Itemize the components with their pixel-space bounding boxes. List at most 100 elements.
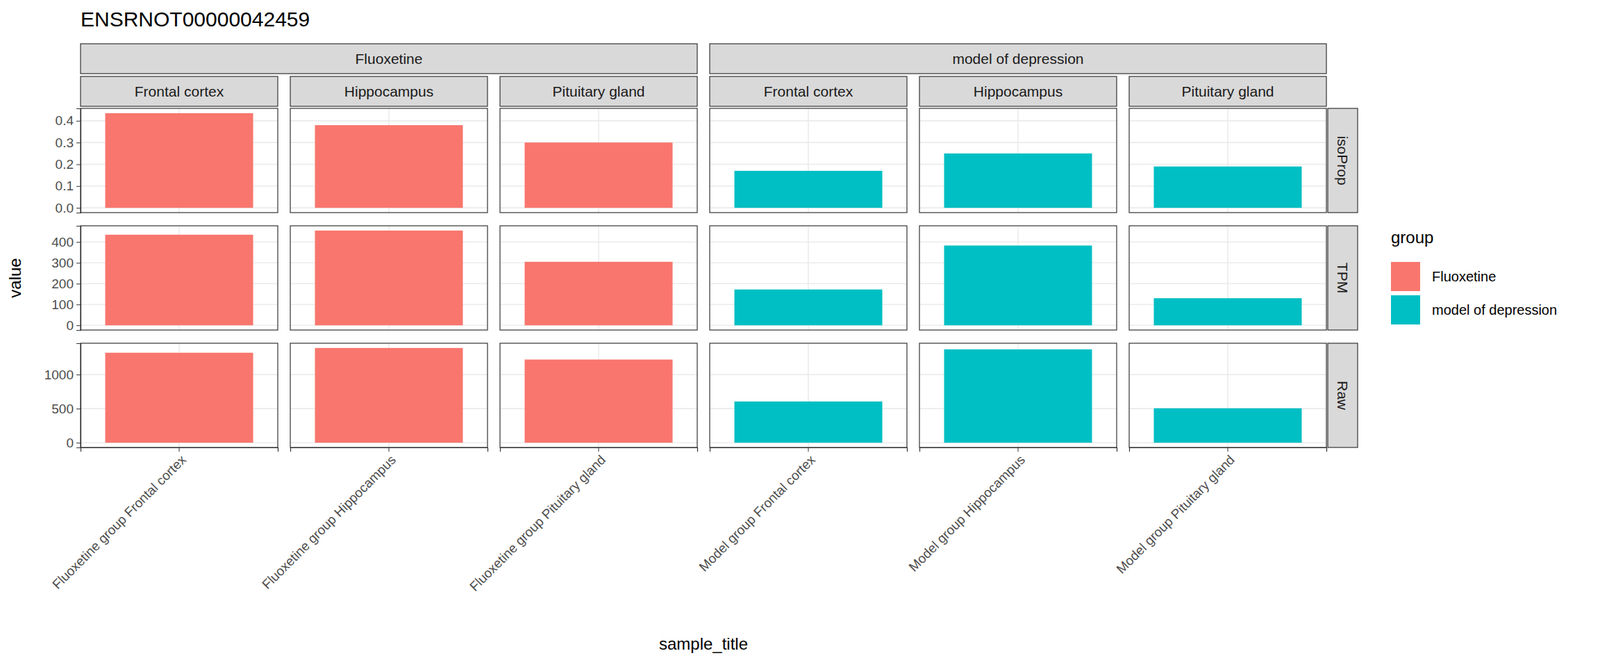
bar <box>944 153 1093 208</box>
panel <box>500 225 698 330</box>
panel-border <box>290 343 488 448</box>
y-tick: 100 <box>51 297 81 312</box>
bars <box>734 170 883 208</box>
x-axis: Model group Frontal cortex <box>696 447 908 574</box>
x-tick: Model group Pituitary gland <box>1113 447 1238 576</box>
x-tick-label: Model group Frontal cortex <box>696 452 819 575</box>
x-tick-label: Fluoxetine group Frontal cortex <box>49 452 189 592</box>
bar <box>525 261 673 325</box>
panel-border <box>80 343 278 448</box>
y-tick: 500 <box>51 401 81 416</box>
x-tick-mark <box>598 447 600 452</box>
panel-background <box>290 108 488 213</box>
y-tick-mark <box>76 207 81 209</box>
panel <box>919 108 1117 213</box>
panel-background <box>1129 343 1327 448</box>
panel-background <box>500 225 698 330</box>
strip-panel-label: Frontal cortex <box>763 83 854 100</box>
panel-border <box>500 225 698 330</box>
x-tick-label: Fluoxetine group Pituitary gland <box>466 452 609 594</box>
panel-background <box>80 108 278 213</box>
x-axis: Fluoxetine group Frontal cortex <box>49 447 278 592</box>
panel-border <box>1129 108 1327 213</box>
bar <box>1154 297 1303 325</box>
panel-border <box>1129 225 1327 330</box>
strip-panel <box>80 76 278 107</box>
legend-label: Fluoxetine <box>1431 268 1496 285</box>
chart: ENSRNOT00000042459Fluoxetinemodel of dep… <box>0 0 1600 667</box>
y-tick-mark <box>76 408 81 410</box>
y-tick-mark <box>76 283 81 285</box>
y-tick-mark <box>76 186 81 187</box>
y-tick: 300 <box>51 255 81 271</box>
bar <box>105 113 254 208</box>
strip-panel-label: Hippocampus <box>973 83 1063 100</box>
panel-background <box>80 225 278 330</box>
y-tick-label: 200 <box>51 276 74 291</box>
y-tick: 0 <box>65 318 81 333</box>
bar <box>315 230 464 325</box>
y-tick-label: 100 <box>51 297 74 312</box>
y-tick-mark <box>76 241 81 243</box>
panel-background <box>709 108 907 213</box>
x-axis: Model group Hippocampus <box>906 447 1118 574</box>
bars <box>105 113 254 208</box>
bar <box>315 347 464 443</box>
legend-key <box>1390 261 1421 291</box>
bars <box>944 153 1093 208</box>
panel-border <box>1129 343 1327 448</box>
panel-background <box>919 343 1117 448</box>
bar <box>734 289 883 326</box>
panel-background <box>709 225 907 330</box>
strip-panel <box>1129 76 1327 107</box>
x-tick: Fluoxetine group Hippocampus <box>259 447 399 592</box>
bar <box>1154 166 1303 208</box>
bar <box>105 234 254 325</box>
y-tick-label: 0.2 <box>55 156 74 172</box>
panel <box>500 343 698 448</box>
y-tick: 1000 <box>44 367 81 382</box>
panel <box>1129 343 1327 448</box>
panel <box>709 343 907 448</box>
y-tick-label: 0.4 <box>55 113 75 128</box>
bar <box>525 359 673 443</box>
bars <box>315 125 464 208</box>
bars <box>315 230 464 325</box>
legend-key <box>1390 295 1421 325</box>
x-axis-line <box>500 447 698 453</box>
x-tick-label: Fluoxetine group Hippocampus <box>259 452 399 592</box>
strip-row-label: TPM <box>1334 262 1351 294</box>
y-tick-label: 0 <box>65 318 74 333</box>
panel-background <box>500 343 698 448</box>
panel-background <box>290 343 488 448</box>
y-axis-line <box>76 109 82 214</box>
bar <box>734 170 883 208</box>
x-tick-mark <box>1227 447 1229 452</box>
panel <box>290 108 488 213</box>
bars <box>525 359 673 443</box>
y-tick: 0.1 <box>55 178 81 194</box>
strip-panel-label: Hippocampus <box>344 83 434 100</box>
y-tick: 200 <box>51 276 81 291</box>
y-tick-mark <box>76 325 81 326</box>
x-axis-line <box>920 447 1118 453</box>
bars <box>1154 166 1303 208</box>
panel <box>1129 108 1327 213</box>
x-tick-mark <box>388 447 390 452</box>
strip-group-label: Fluoxetine <box>355 50 423 67</box>
panel <box>709 225 907 330</box>
strip-group <box>709 43 1327 74</box>
legend-label: model of depression <box>1431 302 1557 318</box>
bars <box>105 352 254 443</box>
strip-row-label: isoProp <box>1334 135 1351 185</box>
strip-row <box>1327 108 1358 213</box>
panel-border <box>500 108 698 213</box>
bars <box>944 349 1093 443</box>
strip-panel-label: Pituitary gland <box>1181 83 1274 100</box>
legend-title: group <box>1390 227 1434 247</box>
x-tick-label: Model group Pituitary gland <box>1113 452 1238 576</box>
panel-background <box>709 343 907 448</box>
bar <box>105 352 254 443</box>
panel-border <box>709 225 907 330</box>
strip-panel <box>709 76 907 107</box>
